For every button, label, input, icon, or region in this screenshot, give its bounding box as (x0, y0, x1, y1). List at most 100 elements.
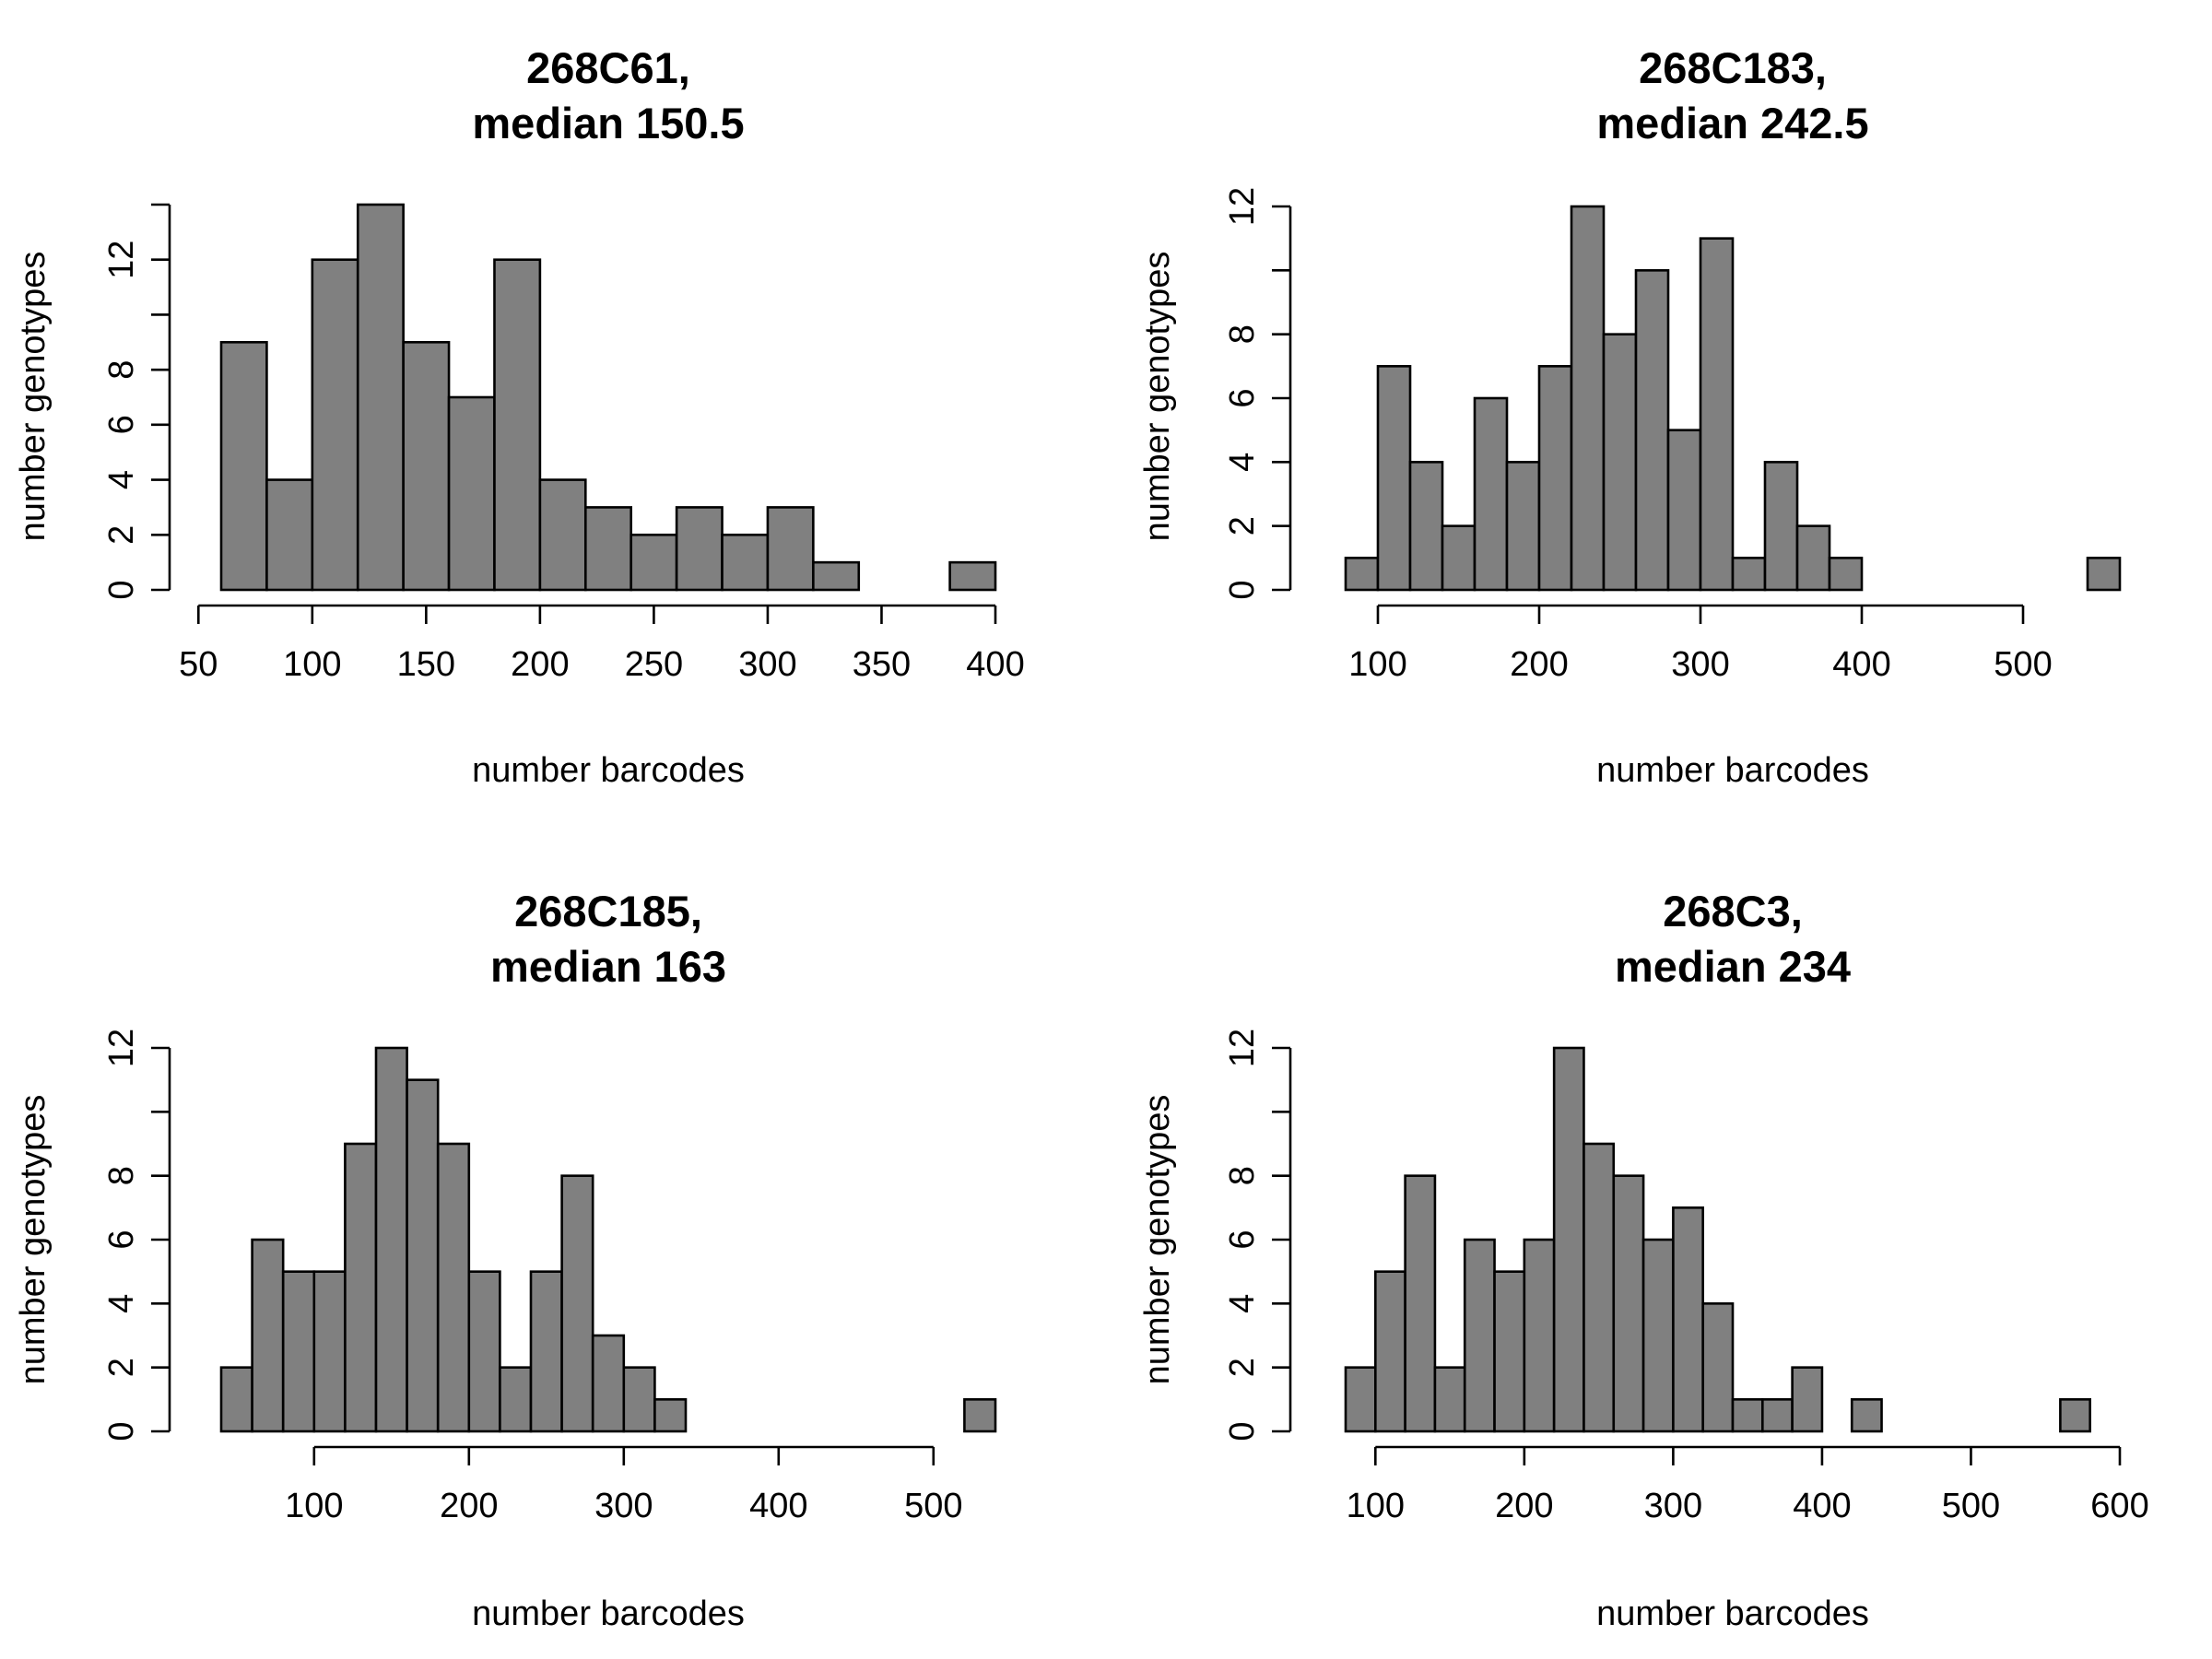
histogram-bar (1666, 429, 1702, 592)
y-axis: 0 2 4 6 8 12 (102, 203, 171, 600)
y-tick-label: 12 (102, 241, 141, 279)
y-tick-label: 12 (102, 1029, 141, 1067)
panel-title-line1: 268C185, (514, 887, 702, 935)
histogram-bar (1791, 1366, 1824, 1433)
x-tick-label: 100 (283, 645, 341, 684)
x-axis-label: number barcodes (472, 1594, 745, 1633)
histogram-bar (356, 203, 405, 592)
x-axis: 100 200 300 400 500 (285, 1445, 963, 1525)
y-axis-label: number genotypes (1138, 1095, 1177, 1385)
x-tick-label: 300 (594, 1487, 653, 1525)
x-tick-label: 100 (1348, 645, 1406, 684)
histogram-bar (653, 1398, 688, 1433)
histogram-bar (493, 258, 542, 592)
histogram-bar (374, 1046, 408, 1433)
histogram-bar (812, 560, 861, 592)
y-tick-label: 6 (102, 415, 141, 434)
histogram-bar (467, 1270, 501, 1433)
histogram-bar (1344, 557, 1380, 592)
y-tick-label: 12 (1223, 1029, 1262, 1067)
panel-title-line1: 268C183, (1639, 43, 1827, 92)
histogram-bar (622, 1366, 656, 1433)
histogram-bar (1763, 461, 1799, 592)
x-axis: 100 200 300 400 500 (1348, 604, 2053, 684)
histogram-bar (402, 340, 451, 592)
histogram-bar (560, 1174, 594, 1433)
bars (219, 1046, 997, 1433)
y-tick-label: 12 (1223, 187, 1262, 226)
x-tick-label: 400 (1832, 645, 1890, 684)
histogram-bar (436, 1142, 471, 1433)
histogram-bar (2086, 557, 2122, 592)
histogram-bar (1552, 1046, 1585, 1433)
histogram-bar (219, 1366, 253, 1433)
histogram-bar (948, 560, 997, 592)
y-tick-label: 8 (1223, 1166, 1262, 1185)
x-tick-label: 300 (738, 645, 796, 684)
histogram-bar (265, 478, 314, 592)
histogram-bar (1570, 205, 1606, 592)
histogram-bar (675, 506, 724, 592)
bars (1344, 1046, 2091, 1433)
y-tick-label: 2 (102, 525, 141, 545)
x-tick-label: 200 (1495, 1487, 1553, 1525)
y-tick-label: 4 (1223, 453, 1262, 472)
x-tick-label: 150 (397, 645, 455, 684)
x-tick-label: 600 (2090, 1487, 2148, 1525)
y-tick-label: 0 (102, 580, 141, 599)
histogram-bar (1376, 365, 1412, 592)
y-tick-label: 0 (1223, 1421, 1262, 1441)
histogram-bar (1795, 524, 1831, 592)
histogram-bar (281, 1270, 316, 1433)
histogram-bar (312, 1270, 347, 1433)
histogram-bar (721, 533, 770, 592)
y-axis-label: number genotypes (1138, 252, 1177, 542)
x-tick-label: 50 (179, 645, 218, 684)
histogram-bar (1634, 269, 1670, 592)
histogram-bar (591, 1334, 626, 1433)
x-axis: 100 200 300 400 500 600 (1347, 1445, 2149, 1525)
histogram-bar (963, 1398, 997, 1433)
histogram-bar (1699, 237, 1735, 592)
panel-title-line2: median 163 (490, 942, 726, 991)
histogram-bar (1701, 1302, 1735, 1433)
histogram-bar (1583, 1142, 1616, 1433)
histogram-bar (311, 258, 359, 592)
x-tick-label: 300 (1671, 645, 1729, 684)
y-tick-label: 8 (102, 360, 141, 380)
y-tick-label: 4 (102, 1294, 141, 1313)
histogram-bar (1641, 1238, 1675, 1433)
y-axis: 0 2 4 6 8 12 (102, 1029, 171, 1441)
histogram-bar (1828, 557, 1864, 592)
x-tick-label: 350 (853, 645, 911, 684)
histogram-bar (1612, 1174, 1645, 1433)
x-tick-label: 400 (749, 1487, 807, 1525)
histogram-bar (629, 533, 678, 592)
x-tick-label: 400 (1793, 1487, 1851, 1525)
histogram-bar (1672, 1206, 1704, 1433)
histogram-bar (499, 1366, 533, 1433)
x-tick-label: 500 (904, 1487, 962, 1525)
panel-268c3: 268C3, median 234 100 200 300 400 500 600 0 2 4… (1138, 887, 2149, 1633)
y-tick-label: 6 (1223, 388, 1262, 407)
histogram-bar (1493, 1270, 1526, 1433)
x-tick-label: 100 (1347, 1487, 1405, 1525)
x-tick-label: 200 (440, 1487, 498, 1525)
bars (1344, 205, 2122, 592)
histogram-bar (529, 1270, 563, 1433)
histogram-bar (406, 1078, 440, 1433)
histogram-bar (538, 478, 587, 592)
histogram-bar (1374, 1270, 1406, 1433)
panel-title-line2: median 242.5 (1596, 99, 1868, 147)
histogram-bar (1404, 1174, 1437, 1433)
panel-title-line2: median 150.5 (472, 99, 744, 147)
histogram-bar (1731, 1398, 1764, 1433)
x-tick-label: 200 (1510, 645, 1568, 684)
histogram-bar (1850, 1398, 1883, 1433)
histogram-bar (1731, 557, 1767, 592)
histogram-bar (219, 340, 268, 592)
panel-268c61: 268C61, median 150.5 50 100 150 200 250 300 35… (14, 43, 1025, 790)
x-tick-label: 100 (285, 1487, 343, 1525)
y-tick-label: 6 (1223, 1230, 1262, 1249)
y-tick-label: 2 (102, 1358, 141, 1377)
